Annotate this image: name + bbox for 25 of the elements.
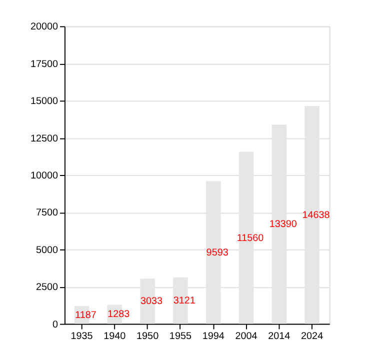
x-tick-label: 1994 — [202, 331, 225, 342]
y-tick-label: 17500 — [30, 58, 59, 70]
x-tick-label: 2024 — [301, 331, 324, 342]
data-label: 3121 — [173, 296, 196, 307]
x-tick-label: 1935 — [70, 331, 94, 342]
data-label: 13390 — [269, 219, 298, 230]
data-label: 1283 — [108, 309, 130, 320]
y-tick-label: 7500 — [36, 208, 59, 219]
y-tick-label: 5000 — [36, 244, 59, 256]
data-label: 9593 — [206, 247, 229, 258]
x-tick-label: 1940 — [104, 331, 126, 342]
data-label: 11560 — [236, 232, 264, 244]
data-label: 14638 — [302, 210, 330, 221]
data-label: 1187 — [75, 310, 97, 321]
x-tick-label: 2004 — [235, 331, 258, 342]
data-label: 3033 — [140, 296, 164, 308]
y-tick-label: 20000 — [30, 22, 59, 33]
y-tick-label: 12500 — [30, 133, 59, 144]
x-tick-label: 1950 — [136, 331, 160, 342]
y-tick-label: 2500 — [36, 282, 59, 294]
x-tick-label: 2014 — [268, 331, 291, 342]
y-tick-label: 15000 — [30, 96, 59, 108]
x-tick-label: 1955 — [169, 331, 192, 342]
y-tick-label: 10000 — [30, 170, 59, 182]
y-tick-label: 0 — [52, 319, 59, 330]
